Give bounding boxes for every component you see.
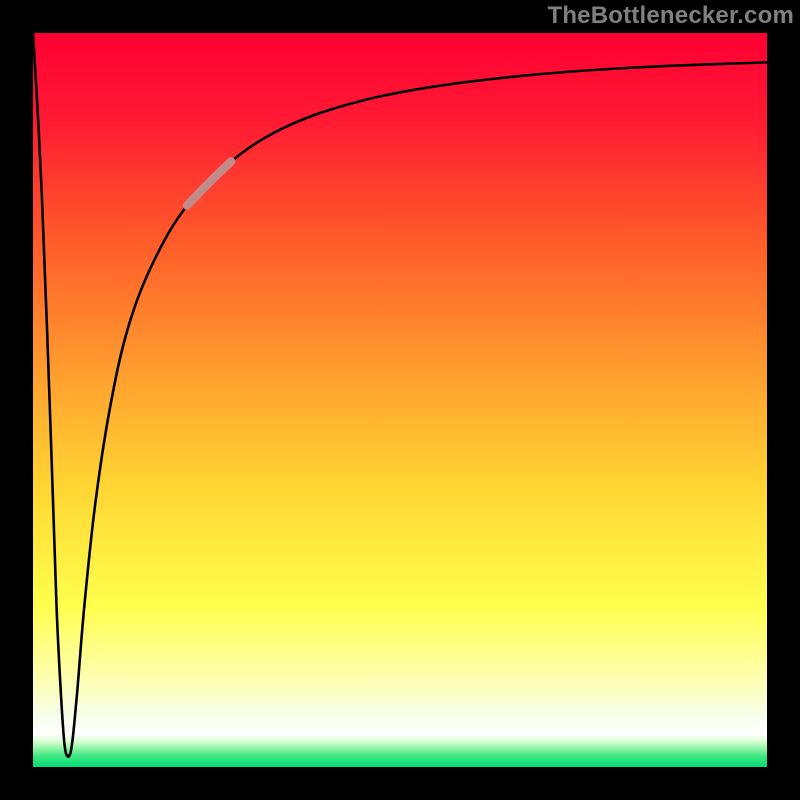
chart-svg xyxy=(0,0,800,800)
dip-marker xyxy=(66,754,70,758)
watermark-text: TheBottlenecker.com xyxy=(547,2,794,30)
plot-area xyxy=(33,33,767,767)
chart-canvas: TheBottlenecker.com xyxy=(0,0,800,800)
